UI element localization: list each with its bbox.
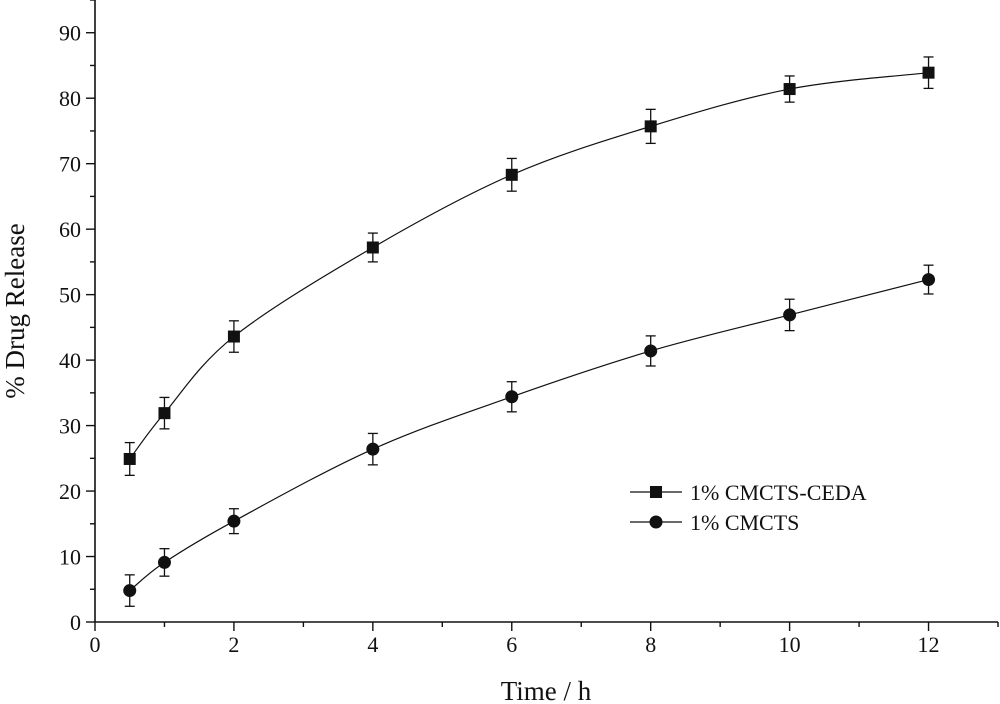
x-tick-label: 2 (228, 632, 239, 657)
data-point (505, 168, 518, 181)
x-tick-label: 0 (90, 632, 101, 657)
data-point (366, 241, 379, 254)
x-tick-label: 8 (645, 632, 656, 657)
data-point (922, 273, 936, 287)
data-point (227, 514, 241, 528)
y-tick-label: 90 (59, 21, 81, 46)
y-tick-label: 30 (59, 414, 81, 439)
legend-label: 1% CMCTS-CEDA (690, 480, 867, 505)
y-tick-label: 50 (59, 283, 81, 308)
legend-label: 1% CMCTS (690, 510, 799, 535)
x-tick-label: 4 (367, 632, 378, 657)
data-point (783, 83, 796, 96)
y-tick-label: 10 (59, 545, 81, 570)
data-point (644, 344, 658, 358)
data-point (644, 120, 657, 133)
data-point (158, 407, 171, 420)
y-tick-label: 20 (59, 479, 81, 504)
y-tick-label: 60 (59, 217, 81, 242)
data-point (366, 442, 380, 456)
x-axis-title: Time / h (501, 676, 592, 704)
legend-marker (649, 515, 663, 529)
y-tick-label: 80 (59, 86, 81, 111)
series-line (129, 278, 929, 592)
data-point (922, 66, 935, 79)
x-tick-label: 6 (506, 632, 517, 657)
data-point (783, 308, 797, 322)
data-point (227, 330, 240, 343)
legend-marker (650, 486, 662, 498)
data-point (123, 584, 137, 598)
data-point (123, 452, 136, 465)
y-tick-label: 40 (59, 348, 81, 373)
x-tick-label: 10 (779, 632, 801, 657)
data-point (157, 555, 171, 569)
y-axis-title: % Drug Release (0, 223, 30, 398)
legend: 1% CMCTS-CEDA 1% CMCTS (630, 480, 867, 535)
data-point (505, 390, 519, 404)
series-1 (123, 56, 935, 476)
y-tick-label: 70 (59, 152, 81, 177)
x-tick-label: 12 (918, 632, 940, 657)
series-line (129, 72, 929, 460)
y-tick-label: 0 (70, 610, 81, 635)
series-2 (123, 264, 936, 607)
